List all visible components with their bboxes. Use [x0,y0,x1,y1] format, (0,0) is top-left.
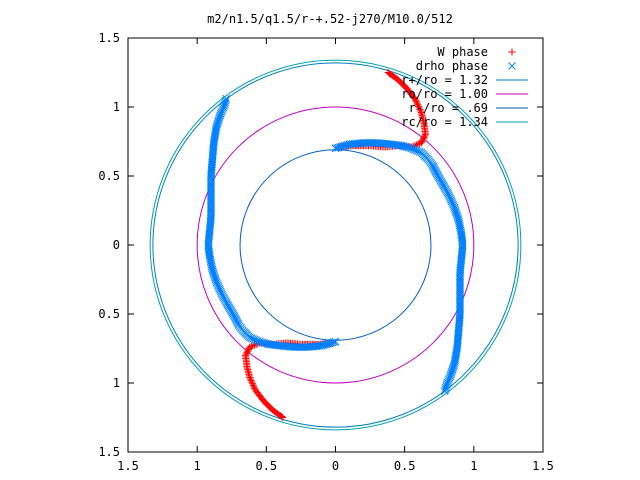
reference-circles [149,59,522,431]
point-1-241 [268,340,277,349]
point-0-51 [246,343,254,351]
point-0-24 [251,384,259,392]
point-1-38 [394,141,403,150]
point-1-183 [451,356,459,365]
legend-label-2: r+/ro = 1.32 [401,73,488,87]
x-tick-label-5: 1 [470,459,477,473]
point-0-152 [417,139,425,147]
point-0-25 [250,383,258,391]
point-0-131 [417,107,425,115]
point-0-125 [412,98,420,106]
y-tick-label-1: 1 [113,100,120,114]
circle-3 [149,59,522,431]
point-0-28 [248,378,256,386]
legend-label-4: r-/ro = .69 [409,101,488,115]
point-1-39 [396,141,405,150]
point-0-124 [412,96,420,104]
legend-swatch-1 [508,62,516,70]
circle-2 [239,149,432,341]
point-0-127 [414,101,422,109]
point-0-130 [416,105,424,113]
x-tick-label-6: 1.5 [532,459,554,473]
point-0-27 [249,380,256,388]
point-0-23 [251,386,259,394]
point-1-202 [440,387,449,396]
y-axis-tick-labels: 1.5 1 0.5 0 0.5 1 1.5 [98,31,120,459]
point-0-52 [247,342,255,350]
y-tick-label-6: 1.5 [98,445,120,459]
point-1-386 [212,125,220,134]
x-tick-label-4: 0.5 [394,459,416,473]
point-0-26 [249,381,257,389]
axis-ticks [127,37,544,453]
point-0-153 [416,140,424,148]
y-tick-label-4: 0.5 [98,307,120,321]
x-axis-tick-labels: 1.5 1 0.5 0 0.5 1 1.5 [117,459,554,473]
y-tick-label-2: 0.5 [98,169,120,183]
point-0-128 [415,102,422,110]
legend-label-1: drho phase [416,59,488,73]
legend-label-3: ro/ro = 1.00 [401,87,488,101]
point-1-405 [222,94,231,103]
y-tick-label-0: 1.5 [98,31,120,45]
point-0-30 [246,375,254,383]
point-0-123 [411,95,419,103]
chart-title: m2/n1.5/q1.5/r-+.52-j270/M10.0/512 [207,12,453,26]
x-tick-label-3: 0 [332,459,339,473]
point-0-155 [412,141,420,149]
point-0-126 [413,99,421,107]
legend-label-0: W phase [437,45,488,59]
x-tick-label-0: 1.5 [117,459,139,473]
point-1-404 [221,96,230,105]
circle-1 [196,106,475,384]
point-1-242 [266,340,275,349]
data-points [204,69,467,421]
y-tick-label-5: 1 [113,376,120,390]
point-0-29 [247,377,255,385]
x-tick-label-2: 0.5 [255,459,277,473]
x-tick-label-1: 1 [194,459,201,473]
legend-label-5: rc/ro = 1.34 [401,115,488,129]
circle-0 [152,62,519,428]
series-1 [204,94,467,396]
point-0-22 [252,387,260,395]
point-0-54 [251,341,259,349]
point-1-201 [441,385,450,394]
legend-swatch-0 [508,48,516,56]
point-0-129 [415,104,423,112]
y-tick-label-3: 0 [113,238,120,252]
